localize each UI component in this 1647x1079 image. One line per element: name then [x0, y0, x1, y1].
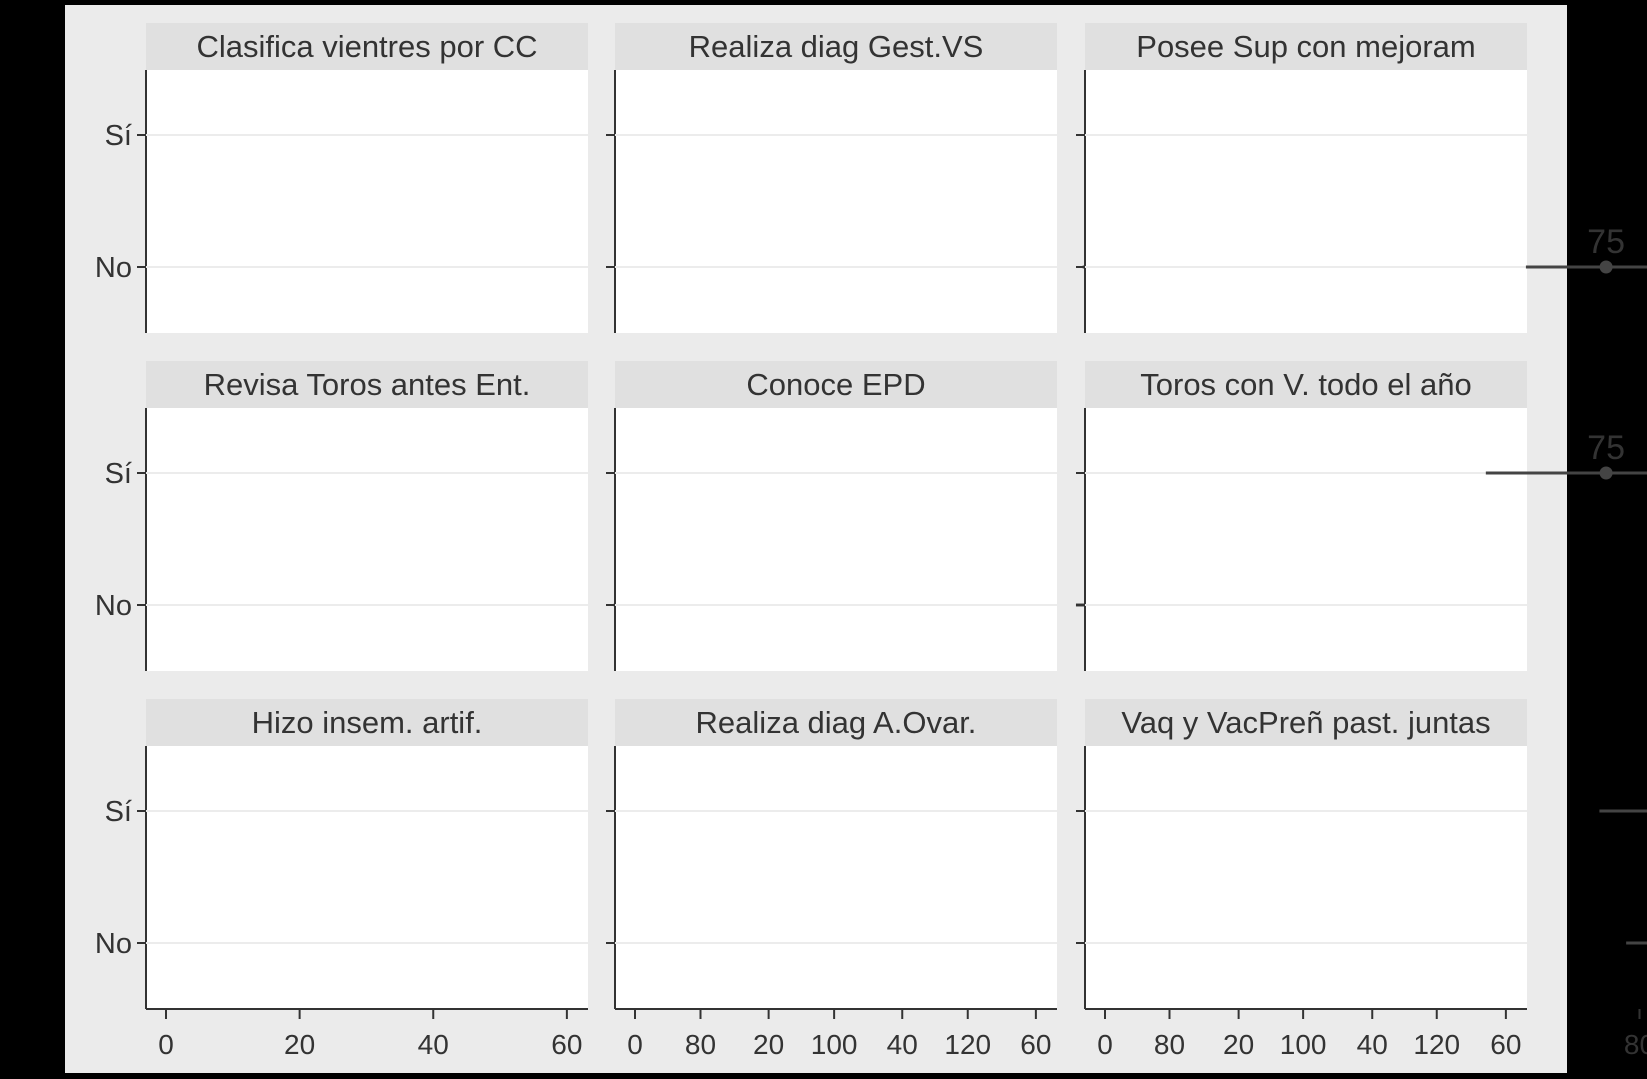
- data-label: 75: [1587, 223, 1625, 261]
- panel-title: Toros con V. todo el año: [1140, 367, 1471, 402]
- x-axis: 0 20 40 60 80 100 120: [615, 1008, 1460, 1060]
- x-tick-label: 60: [551, 1029, 582, 1060]
- panel-plot-area: [146, 408, 588, 671]
- panel-title: Vaq y VacPreñ past. juntas: [1121, 705, 1490, 740]
- data-label: 75: [1587, 429, 1625, 467]
- y-tick-label: No: [95, 928, 132, 960]
- x-tick-label: 20: [753, 1029, 784, 1060]
- y-tick-label: No: [95, 252, 132, 284]
- y-tick-label: Sí: [105, 120, 132, 152]
- panel-title: Conoce EPD: [746, 367, 925, 402]
- panel: Revisa Toros antes Ent.SíNo9681: [95, 361, 881, 671]
- x-tick-label: 120: [944, 1029, 991, 1060]
- panel: Realiza diag Gest.VS9881: [606, 23, 1344, 333]
- panel-strip: [1085, 699, 1527, 746]
- x-tick-label: 60: [1020, 1029, 1051, 1060]
- y-tick-label: No: [95, 590, 132, 622]
- x-tick-label: 100: [811, 1029, 858, 1060]
- x-tick-label: 20: [284, 1029, 315, 1060]
- panel-strip: [615, 699, 1057, 746]
- panel-title: Posee Sup con mejoram: [1136, 29, 1475, 64]
- x-axis: 0 20 40 60 80 100 120: [146, 1008, 991, 1060]
- x-tick-label: 80: [1624, 1029, 1647, 1060]
- panel: Hizo insem. artif.SíNo10187: [95, 699, 895, 1009]
- y-tick-label: Sí: [105, 796, 132, 828]
- panel-plot-area: [1085, 70, 1527, 333]
- panel-strip: [146, 23, 588, 70]
- panel-strip: [146, 699, 588, 746]
- y-tick-label: Sí: [105, 458, 132, 490]
- panel-title: Clasifica vientres por CC: [196, 29, 537, 64]
- x-tick-label: 20: [1223, 1029, 1254, 1060]
- x-tick-label: 40: [887, 1029, 918, 1060]
- x-tick-label: 100: [1280, 1029, 1327, 1060]
- x-tick-label: 60: [1490, 1029, 1521, 1060]
- x-tick-label: 0: [158, 1029, 174, 1060]
- panel: Vaq y VacPreñ past. juntas8890: [1076, 699, 1647, 1009]
- panel-title: Realiza diag A.Ovar.: [696, 705, 977, 740]
- panel: Clasifica vientres por CCSíNo10480: [95, 23, 955, 333]
- panel-grid: Clasifica vientres por CCSíNo10480Realiz…: [95, 23, 1647, 1009]
- panel-strip: [1085, 23, 1527, 70]
- panel-plot-area: [615, 70, 1057, 333]
- x-axis: 0 20 40 60 80 100 120: [1085, 1008, 1647, 1060]
- panel-plot-area: [1085, 408, 1527, 671]
- data-point: [1599, 260, 1613, 274]
- panel-plot-area: [146, 746, 588, 1009]
- x-tick-label: 0: [1097, 1029, 1113, 1060]
- x-tick-label: 40: [418, 1029, 449, 1060]
- panel: Posee Sup con mejoram9975: [1076, 23, 1647, 333]
- panel-strip: [615, 23, 1057, 70]
- panel-strip: [1085, 361, 1527, 408]
- panel: Toros con V. todo el año7595: [1076, 361, 1647, 671]
- panel-plot-area: [615, 746, 1057, 1009]
- panel-strip: [615, 361, 1057, 408]
- panel-plot-area: [146, 70, 588, 333]
- panel-title: Revisa Toros antes Ent.: [204, 367, 531, 402]
- x-tick-label: 0: [627, 1029, 643, 1060]
- panel-plot-area: [1085, 746, 1527, 1009]
- panel-strip: [146, 361, 588, 408]
- x-tick-label: 80: [685, 1029, 716, 1060]
- data-point: [1599, 466, 1613, 480]
- panel-title: Realiza diag Gest.VS: [689, 29, 984, 64]
- x-tick-label: 80: [1154, 1029, 1185, 1060]
- x-tick-label: 120: [1413, 1029, 1460, 1060]
- panel-plot-area: [615, 408, 1057, 671]
- panel-title: Hizo insem. artif.: [252, 705, 483, 740]
- x-tick-label: 40: [1357, 1029, 1388, 1060]
- x-axes: 0204060801001200204060801001200204060801…: [146, 1008, 1647, 1060]
